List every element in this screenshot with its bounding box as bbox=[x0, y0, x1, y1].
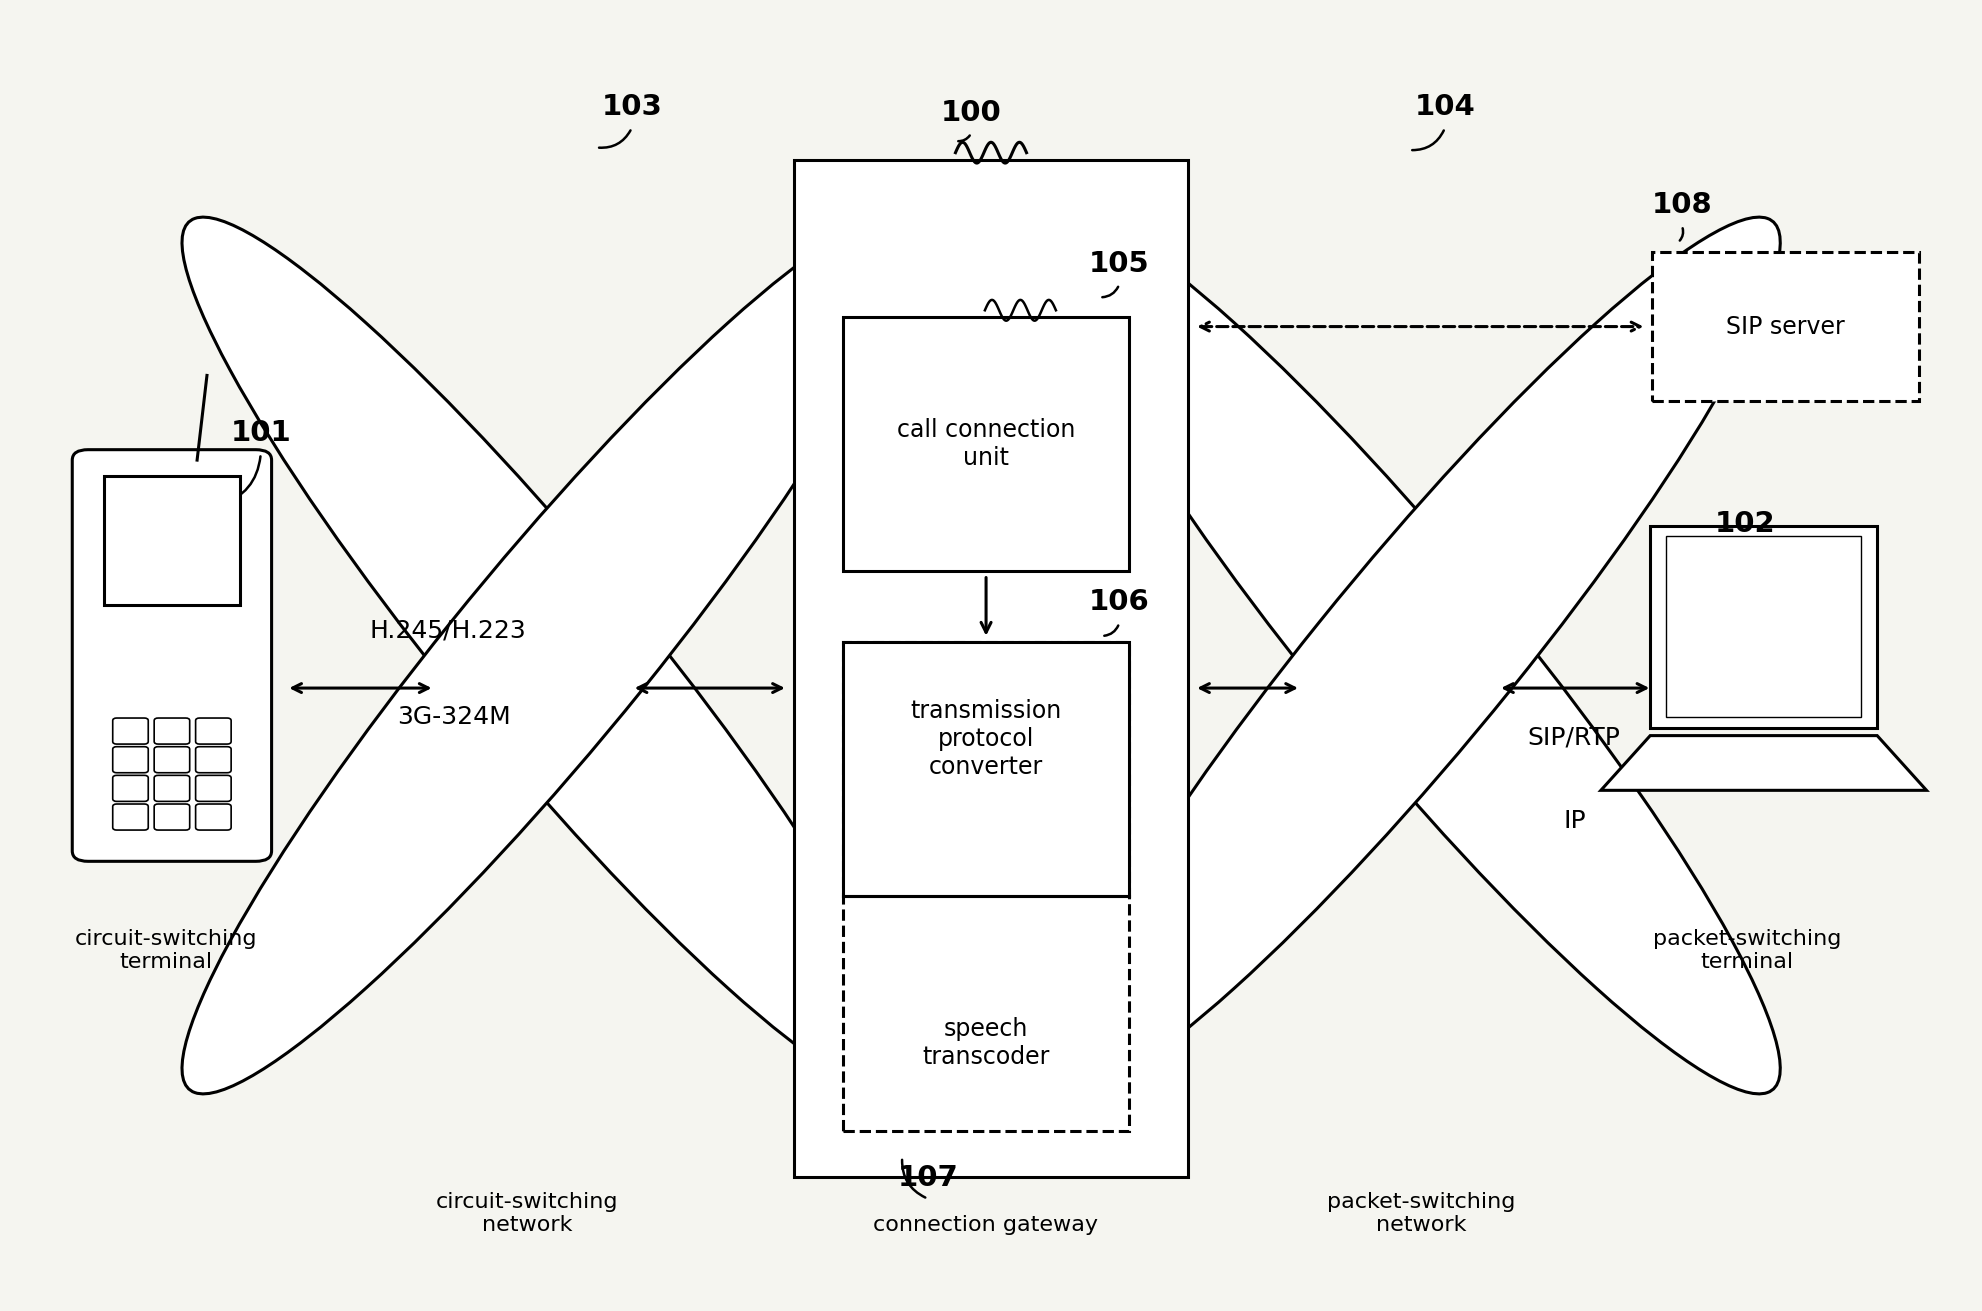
Bar bbox=[1667, 536, 1861, 717]
Text: circuit-switching
terminal: circuit-switching terminal bbox=[75, 929, 258, 973]
Text: call connection
unit: call connection unit bbox=[898, 418, 1076, 469]
Text: SIP/RTP: SIP/RTP bbox=[1528, 725, 1621, 750]
Ellipse shape bbox=[182, 218, 912, 1093]
Text: connection gateway: connection gateway bbox=[872, 1215, 1098, 1235]
Text: 102: 102 bbox=[1714, 510, 1776, 539]
Ellipse shape bbox=[1050, 218, 1780, 1093]
FancyBboxPatch shape bbox=[113, 775, 149, 801]
Text: 101: 101 bbox=[230, 420, 291, 447]
Text: packet-switching
terminal: packet-switching terminal bbox=[1653, 929, 1841, 973]
Bar bbox=[793, 160, 1189, 1176]
Text: 108: 108 bbox=[1651, 191, 1712, 219]
Bar bbox=[1653, 252, 1919, 401]
Text: 107: 107 bbox=[898, 1164, 957, 1192]
FancyBboxPatch shape bbox=[113, 804, 149, 830]
Text: 106: 106 bbox=[1088, 589, 1150, 616]
Text: speech
transcoder: speech transcoder bbox=[922, 1017, 1050, 1068]
Text: H.245/H.223: H.245/H.223 bbox=[371, 619, 527, 642]
Text: 105: 105 bbox=[1088, 249, 1150, 278]
FancyBboxPatch shape bbox=[155, 718, 190, 745]
Polygon shape bbox=[1601, 735, 1927, 791]
Bar bbox=[103, 476, 240, 604]
Text: circuit-switching
network: circuit-switching network bbox=[436, 1192, 618, 1235]
Text: packet-switching
network: packet-switching network bbox=[1328, 1192, 1516, 1235]
Text: transmission
protocol
converter: transmission protocol converter bbox=[910, 699, 1062, 779]
Ellipse shape bbox=[182, 218, 912, 1093]
Bar bbox=[842, 642, 1130, 897]
FancyBboxPatch shape bbox=[155, 747, 190, 772]
Bar bbox=[842, 317, 1130, 570]
FancyBboxPatch shape bbox=[155, 775, 190, 801]
FancyBboxPatch shape bbox=[196, 775, 232, 801]
FancyBboxPatch shape bbox=[196, 747, 232, 772]
Text: 3G-324M: 3G-324M bbox=[396, 705, 511, 729]
Bar bbox=[842, 642, 1130, 1131]
Text: SIP server: SIP server bbox=[1726, 315, 1845, 338]
FancyBboxPatch shape bbox=[196, 804, 232, 830]
FancyBboxPatch shape bbox=[71, 450, 272, 861]
FancyBboxPatch shape bbox=[196, 718, 232, 745]
Ellipse shape bbox=[1050, 218, 1780, 1093]
Bar bbox=[1651, 526, 1877, 728]
FancyBboxPatch shape bbox=[113, 747, 149, 772]
FancyBboxPatch shape bbox=[155, 804, 190, 830]
FancyBboxPatch shape bbox=[113, 718, 149, 745]
Text: 100: 100 bbox=[941, 98, 1001, 127]
Text: IP: IP bbox=[1564, 809, 1586, 834]
Text: 104: 104 bbox=[1415, 93, 1475, 122]
Text: 103: 103 bbox=[601, 93, 662, 122]
